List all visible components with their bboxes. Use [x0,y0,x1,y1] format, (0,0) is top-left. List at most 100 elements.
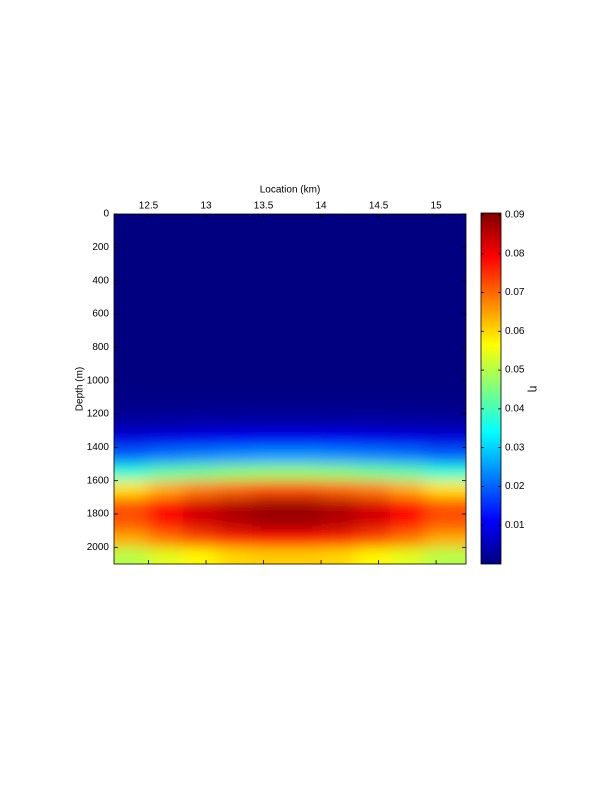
x-tick-label: 14.5 [369,201,389,212]
heatmap-cell [252,547,288,564]
heatmap-cell [217,314,253,332]
heatmap-cell [355,397,391,415]
heatmap-cell [148,497,184,515]
heatmap-cell [148,330,184,348]
heatmap-cell [355,314,391,332]
heatmap-cell [286,480,322,498]
heatmap-cell [355,547,391,564]
x-tick-label: 12.5 [139,201,159,212]
heatmap-cell [355,447,391,465]
heatmap-cell [321,530,357,548]
heatmap-cell [286,247,322,265]
heatmap-cell [355,247,391,265]
heatmap-cell [183,464,219,482]
heatmap-cell [390,230,426,248]
heatmap-cell [321,514,357,532]
heatmap-cell [390,514,426,532]
y-tick-label: 1200 [87,409,110,420]
heatmap-cell [286,280,322,298]
heatmap-cell [183,297,219,315]
heatmap-cell [217,397,253,415]
y-tick-label: 1400 [87,442,110,453]
heatmap-cell [114,414,150,432]
heatmap-cell [390,380,426,398]
y-tick-label: 0 [103,209,109,220]
heatmap-cell [321,314,357,332]
heatmap-cell [321,330,357,348]
heatmap-cell [321,230,357,248]
heatmap-cell [355,347,391,365]
y-tick-label: 1000 [87,375,110,386]
heatmap-cell [286,464,322,482]
heatmap-cell [286,414,322,432]
heatmap-cell [252,447,288,465]
heatmap-cell [148,447,184,465]
heatmap-cell [217,230,253,248]
heatmap-cell [286,297,322,315]
heatmap-cell [286,214,322,232]
heatmap-cell [183,547,219,564]
heatmap-cell [148,514,184,532]
heatmap-cell [217,280,253,298]
colorbar-tick-label: 0.03 [505,442,525,453]
heatmap-cell [183,247,219,265]
heatmap-cell [252,464,288,482]
heatmap-cell [390,264,426,282]
heatmap-cell [286,330,322,348]
x-tick-label: 15 [431,201,443,212]
x-tick-label: 14 [315,201,327,212]
heatmap-cell [424,280,466,298]
heatmap-cell [252,214,288,232]
heatmap-cell [217,530,253,548]
heatmap-cell [355,280,391,298]
heatmap-cell [114,297,150,315]
heatmap-cell [355,464,391,482]
heatmap-cell [148,247,184,265]
heatmap-cell [252,364,288,382]
heatmap-cell [424,530,466,548]
heatmap-cell [217,547,253,564]
heatmap-cell [114,347,150,365]
heatmap-cell [321,430,357,448]
heatmap-cell [321,347,357,365]
y-tick-label: 600 [92,309,109,320]
heatmap-cell [321,380,357,398]
heatmap-cell [355,514,391,532]
heatmap-cell [114,230,150,248]
heatmap-cell [183,447,219,465]
y-axis-title: Depth (m) [75,367,86,411]
heatmap-cell [286,447,322,465]
heatmap-cell [148,530,184,548]
heatmap-cell [114,247,150,265]
heatmap-cell [183,414,219,432]
heatmap-cell [252,314,288,332]
heatmap-cell [183,397,219,415]
heatmap-cell [148,314,184,332]
heatmap-cell [390,214,426,232]
heatmap-cell [252,280,288,298]
y-tick-label: 200 [92,242,109,253]
heatmap-cell [114,464,150,482]
heatmap-cell [114,480,150,498]
heatmap-cell [286,547,322,564]
heatmap-cell [252,514,288,532]
heatmap-cell [217,330,253,348]
heatmap-cell [252,297,288,315]
heatmap-cell [321,414,357,432]
heatmap-cell [148,264,184,282]
heatmap-cell [424,480,466,498]
heatmap-cell [355,414,391,432]
colorbar-tick-label: 0.09 [505,210,525,221]
heatmap-cell [286,380,322,398]
heatmap-cell [286,514,322,532]
heatmap-cells [114,214,466,564]
heatmap-cell [114,547,150,564]
colorbar-tick-label: 0.06 [505,326,525,337]
heatmap-cell [424,447,466,465]
heatmap-cell [355,430,391,448]
heatmap-cell [114,530,150,548]
heatmap-cell [390,547,426,564]
heatmap-cell [390,297,426,315]
heatmap-cell [183,314,219,332]
heatmap-cell [114,380,150,398]
